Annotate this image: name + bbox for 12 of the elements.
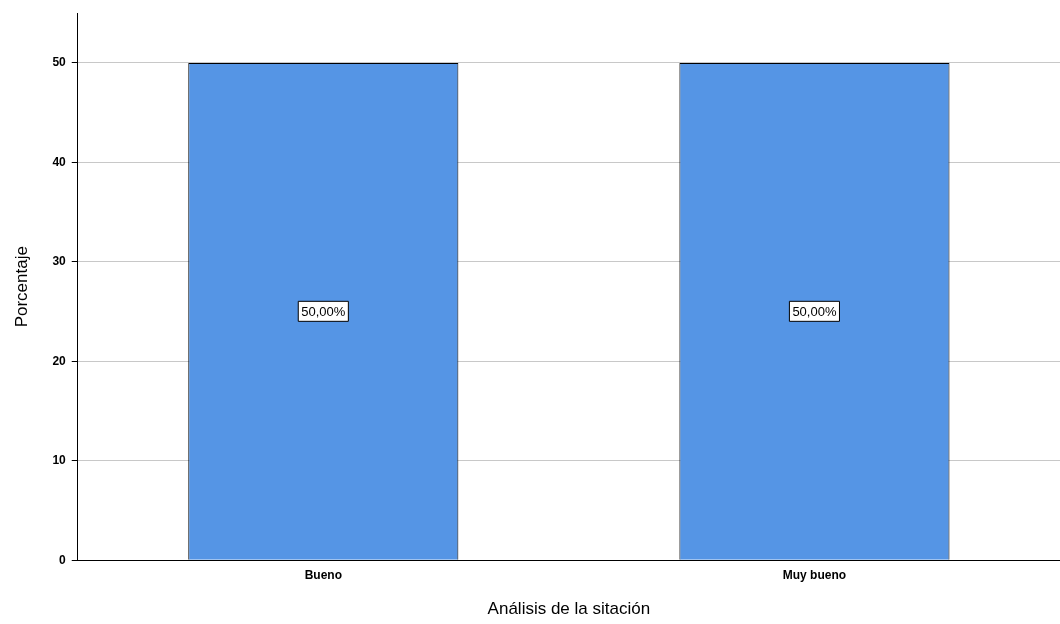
y-tick-label: 50 — [52, 55, 67, 70]
y-axis-title: Porcentaje — [11, 246, 31, 328]
y-tick-label: 20 — [52, 353, 67, 368]
y-tick-label: 10 — [52, 453, 67, 468]
x-tick-label: Muy bueno — [782, 567, 847, 582]
x-axis-title: Análisis de la sitación — [487, 599, 651, 619]
data-label: 50,00% — [792, 303, 837, 319]
data-label: 50,00% — [301, 303, 346, 319]
y-tick-label: 0 — [59, 552, 67, 567]
x-tick-label: Bueno — [304, 567, 342, 582]
y-tick-label: 30 — [52, 254, 67, 269]
y-tick-label: 40 — [52, 154, 67, 169]
